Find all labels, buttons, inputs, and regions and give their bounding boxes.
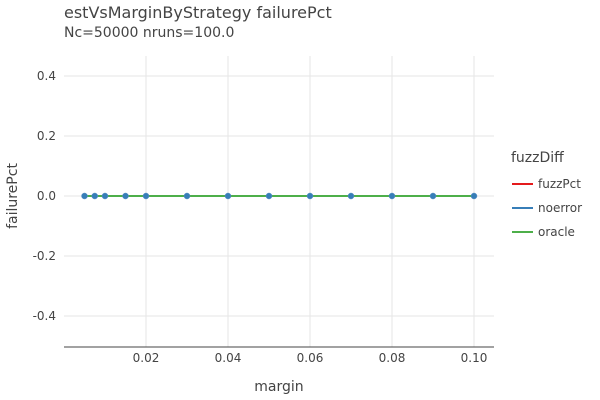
data-point [81,192,88,200]
legend-title: fuzzDiff [511,150,564,166]
y-tick-label: -0.4 [33,309,56,323]
y-tick-label: -0.2 [33,249,56,263]
chart-subtitle: Nc=50000 nruns=100.0 [64,25,234,41]
y-tick-label: 0.2 [37,129,56,143]
data-point [265,192,273,200]
x-axis-title: margin [254,379,303,395]
data-point [224,192,232,200]
data-point [306,192,314,200]
legend-label-oracle: oracle [538,225,575,239]
y-tick-labels: 0.4 0.2 0.0 -0.2 -0.4 [33,69,56,323]
x-tick-label: 0.10 [461,351,488,365]
x-tick-label: 0.04 [215,351,242,365]
data-point [470,192,478,200]
y-tick-label: 0.0 [37,189,56,203]
x-tick-label: 0.02 [133,351,160,365]
data-markers [81,192,478,200]
x-tick-labels: 0.02 0.04 0.06 0.08 0.10 [133,351,488,365]
legend-label-fuzzPct: fuzzPct [538,177,581,191]
data-point [91,192,98,200]
grid [64,56,494,347]
x-tick-label: 0.06 [297,351,324,365]
y-axis-title: failurePct [5,163,21,229]
data-point [101,192,109,200]
chart-title: estVsMarginByStrategy failurePct [64,3,332,22]
data-point [388,192,396,200]
data-point [183,192,191,200]
data-point [429,192,437,200]
y-tick-label: 0.4 [37,69,56,83]
legend-label-noerror: noerror [538,201,582,215]
legend: fuzzDiff fuzzPct noerror oracle [511,150,582,239]
data-point [122,192,129,200]
x-tick-label: 0.08 [379,351,406,365]
data-point [142,192,150,200]
data-point [347,192,355,200]
